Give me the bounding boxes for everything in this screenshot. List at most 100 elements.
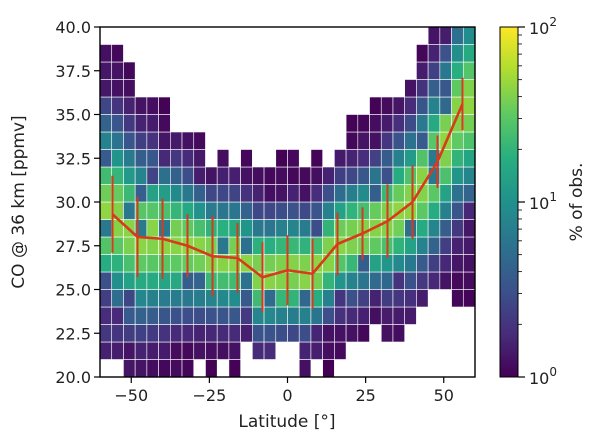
heatmap-cell [345,149,359,168]
heatmap-cell [462,114,475,133]
heatmap-cell [275,166,288,185]
heatmap-cell [462,201,475,220]
heatmap-cell [158,149,171,168]
heatmap-cell [123,149,136,168]
heatmap-cell [334,341,347,360]
heatmap-cell [451,201,464,220]
heatmap-cell [439,114,452,133]
heatmap-cell [416,44,429,63]
heatmap-cell [392,166,405,185]
heatmap-cell [439,44,452,63]
heatmap-cell [240,184,253,203]
heatmap-cell [100,79,113,98]
heatmap-cell [111,44,124,63]
heatmap-cell [322,359,335,377]
heatmap-cell [416,289,429,308]
heatmap-cell [111,149,124,168]
heatmap-cell [123,96,136,115]
heatmap-cell [181,166,195,185]
heatmap-cell [345,289,359,308]
heatmap-cell [263,219,277,238]
heatmap-cell [134,149,148,168]
heatmap-cell [462,131,475,150]
heatmap-cell [427,27,441,45]
heatmap-cell [322,236,335,255]
heatmap-cell [439,219,452,238]
heatmap-cell [240,201,253,220]
colorbar-ticks: 100 101 102 [518,15,557,388]
heatmap-cell [275,201,288,220]
heatmap-cell [170,341,183,360]
heatmap-cell [181,306,195,325]
heatmap-cell [170,219,183,238]
heatmap-cell [322,201,335,220]
heatmap-cell [334,166,347,185]
heatmap-cell [205,324,218,343]
heatmap-cell [322,271,335,290]
colorbar-tick-label: 102 [529,15,557,38]
heatmap-cell [123,324,136,343]
heatmap-cell [216,219,230,238]
heatmap-cell [404,96,417,115]
heatmap-cell [369,149,382,168]
heatmap-cell [369,166,382,185]
heatmap-cell [416,61,429,80]
heatmap-cell [193,341,206,360]
heatmap-cell [369,306,382,325]
colorbar-tick-label: 100 [529,365,557,388]
heatmap-cell [123,271,136,290]
heatmap-cell [427,201,441,220]
heatmap-cell [287,201,300,220]
y-axis-label: CO @ 36 km [ppmv] [9,115,29,288]
heatmap-cell [462,96,475,115]
heatmap-cell [134,289,148,308]
heatmap-cell [263,254,277,273]
heatmap-cell [334,324,347,343]
heatmap-cell [158,289,171,308]
heatmap-cell [134,131,148,150]
heatmap-cell [287,184,300,203]
heatmap-cell [322,219,335,238]
heatmap-cell [298,236,312,255]
heatmap-cell [392,324,405,343]
heatmap-cell [146,341,159,360]
heatmap-cell [158,324,171,343]
heatmap-cell [392,219,405,238]
heatmap-cell [298,184,312,203]
heatmap-cell [181,131,195,150]
heatmap-cell [439,166,452,185]
heatmap-cell [263,166,277,185]
heatmap-cell [146,359,159,377]
heatmap-cell [181,184,195,203]
heatmap-cell [416,149,429,168]
heatmap-cell [404,254,417,273]
heatmap-cell [427,44,441,63]
heatmap-cell [439,96,452,115]
heatmap-cell [369,114,382,133]
heatmap-cell [380,114,394,133]
heatmap-cell [134,96,148,115]
heatmap-cell [205,184,218,203]
heatmap-cell [404,79,417,98]
heatmap-cell [193,289,206,308]
heatmap-cell [134,306,148,325]
heatmap-cell [134,359,148,377]
heatmap-cell [334,201,347,220]
heatmap-cell [252,201,265,220]
heatmap-cell [439,79,452,98]
heatmap-cell [205,201,218,220]
heatmap-cell [392,271,405,290]
heatmap-cell [416,201,429,220]
heatmap-cell [216,149,230,168]
heatmap-cell [252,184,265,203]
heatmap-cell [170,254,183,273]
heatmap-cell [181,359,195,377]
heatmap-cell [193,166,206,185]
heatmap-cell [334,289,347,308]
heatmap-cell [287,324,300,343]
heatmap-cell [451,61,464,80]
heatmap-cell [439,61,452,80]
heatmap-cell [158,254,171,273]
heatmap-cell [427,61,441,80]
heatmap-cell [100,131,113,150]
